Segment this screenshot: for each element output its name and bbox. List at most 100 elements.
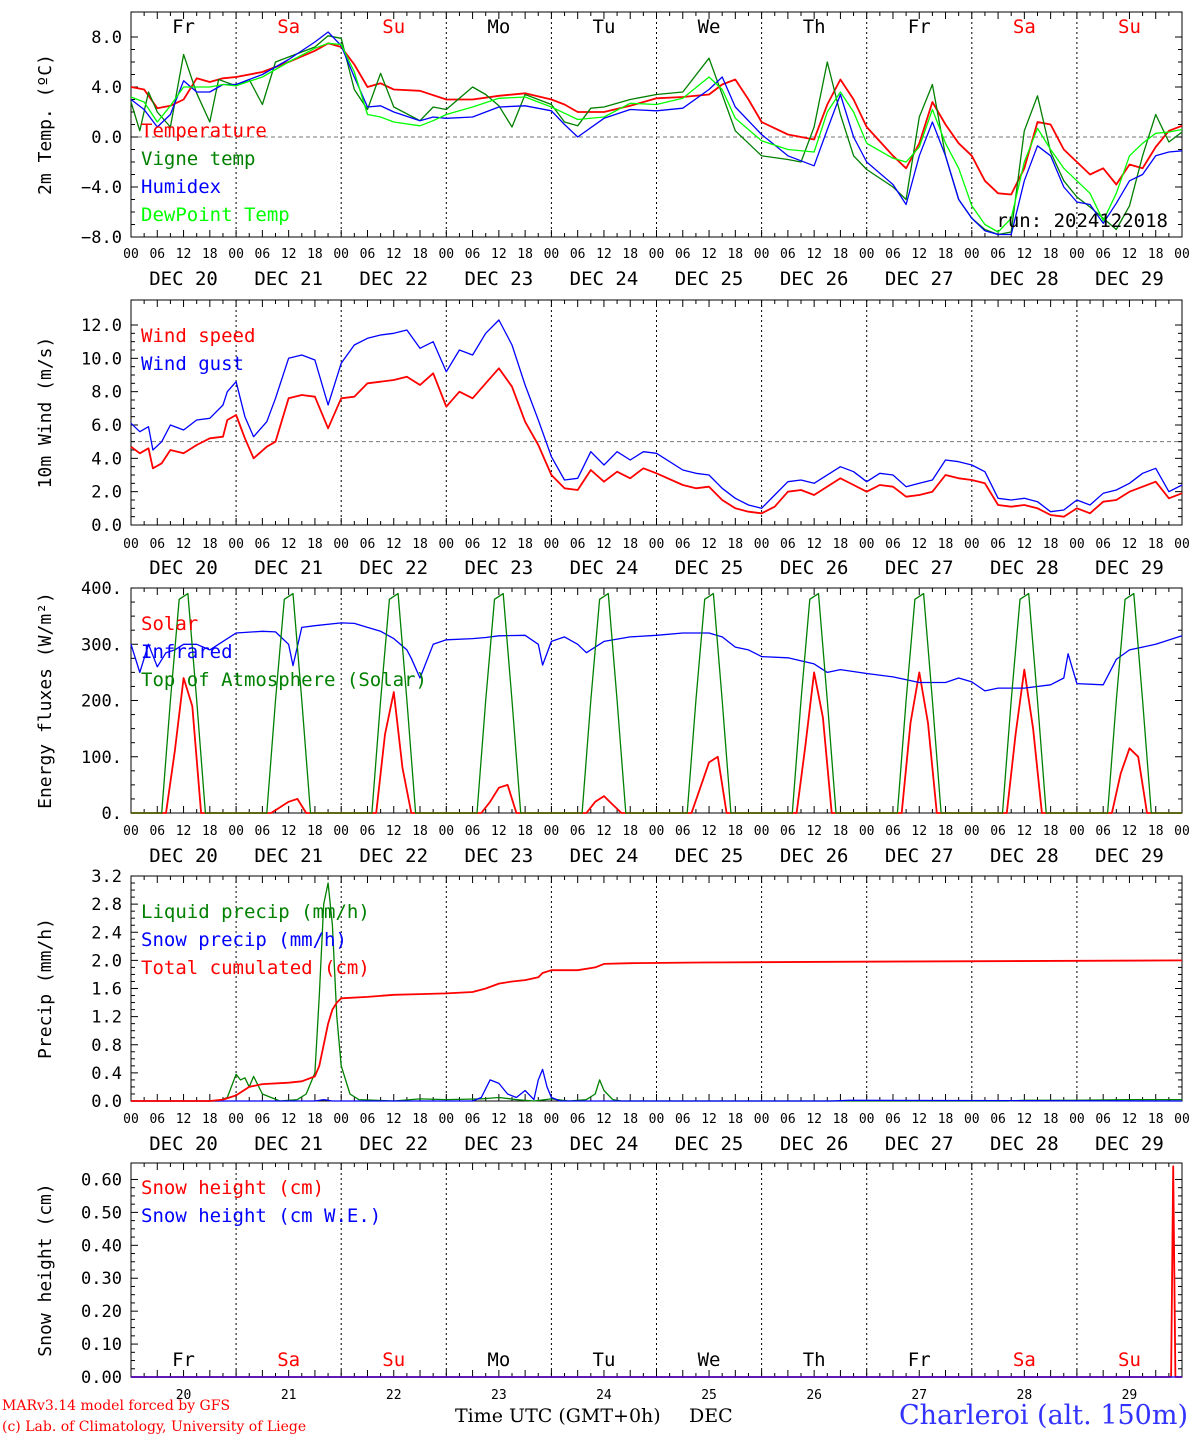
chart-panel-1: −8.0 −4.0 0.0 4.0 8.0 2m Temp. (ºC) Temperatur… [35, 11, 1190, 290]
hour-tick-label: 18 [1148, 1112, 1164, 1127]
day-number-label: 21 [281, 1388, 297, 1403]
hour-tick-label: 06 [570, 537, 586, 552]
hour-tick-label: 06 [360, 1112, 376, 1127]
hour-tick-label: 00 [228, 537, 244, 552]
hour-tick-label: 00 [438, 824, 454, 839]
weekday-label: Fr [172, 1349, 195, 1371]
date-label: DEC 20 [149, 845, 218, 867]
legend-entry: Vigne temp [141, 148, 255, 170]
date-label: DEC 23 [465, 268, 534, 290]
y-tick-label: 0.8 [91, 1036, 122, 1056]
chart-panel-2: 0.0 2.0 4.0 6.0 8.0 10.0 12.0 10m Wind (m/s) Win… [35, 299, 1190, 579]
hour-tick-label: 06 [149, 824, 165, 839]
hour-tick-label: 12 [386, 537, 402, 552]
hour-tick-label: 06 [675, 824, 691, 839]
hour-tick-label: 06 [885, 537, 901, 552]
weekday-label: Su [1118, 16, 1141, 38]
hour-tick-label: 18 [1043, 824, 1059, 839]
hour-tick-label: 06 [990, 247, 1006, 262]
hour-tick-label: 12 [491, 247, 507, 262]
hour-tick-label: 06 [570, 247, 586, 262]
date-label: DEC 28 [990, 845, 1059, 867]
hour-tick-label: 18 [307, 1112, 323, 1127]
y-tick-label: 1.2 [91, 1008, 122, 1028]
hour-tick-label: 18 [307, 247, 323, 262]
hour-tick-label: 06 [465, 247, 481, 262]
day-number-label: 20 [176, 1388, 192, 1403]
series-line-wind-speed [130, 367, 1183, 518]
chart-panel-3: 0. 100. 200. 300. 400. Energy fluxes (W/m²) So… [35, 579, 1190, 867]
hour-tick-label: 06 [149, 1112, 165, 1127]
y-tick-label: 12.0 [81, 316, 122, 336]
hour-tick-label: 18 [1148, 247, 1164, 262]
date-label: DEC 25 [675, 557, 744, 579]
weekday-label: Sa [1013, 1349, 1036, 1371]
hour-tick-label: 18 [307, 824, 323, 839]
y-tick-label: 0.0 [91, 128, 122, 148]
y-axis-label: 2m Temp. (ºC) [35, 54, 56, 195]
weekday-label: Mo [487, 16, 510, 38]
weekday-label: Tu [593, 1349, 616, 1371]
hour-tick-label: 00 [544, 247, 560, 262]
legend-entry: Snow precip (mm/h) [141, 929, 347, 951]
hour-tick-label: 18 [1148, 537, 1164, 552]
hour-tick-label: 00 [649, 1112, 665, 1127]
hour-tick-label: 18 [727, 824, 743, 839]
hour-tick-label: 12 [911, 537, 927, 552]
hour-tick-label: 12 [491, 1112, 507, 1127]
date-label: DEC 25 [675, 1133, 744, 1155]
legend-entry: Snow height (cm) [141, 1177, 324, 1199]
chart-panel-5: 0.00 0.10 0.20 0.30 0.40 0.50 0.60 Snow height … [35, 1162, 1183, 1403]
weekday-label: Su [1118, 1349, 1141, 1371]
hour-tick-label: 18 [727, 1112, 743, 1127]
y-tick-label: −4.0 [81, 178, 122, 198]
y-tick-label: 6.0 [91, 416, 122, 436]
hour-tick-label: 00 [964, 824, 980, 839]
date-label: DEC 20 [149, 557, 218, 579]
legend-entry: Liquid precip (mm/h) [141, 901, 370, 923]
weekday-label: Tu [593, 16, 616, 38]
hour-tick-label: 00 [859, 247, 875, 262]
hour-tick-label: 06 [675, 537, 691, 552]
date-label: DEC 28 [990, 268, 1059, 290]
date-label: DEC 24 [570, 1133, 639, 1155]
hour-tick-label: 00 [333, 247, 349, 262]
hour-tick-label: 06 [885, 824, 901, 839]
date-label: DEC 22 [359, 268, 428, 290]
hour-tick-label: 18 [833, 537, 849, 552]
legend-entry: Solar [141, 613, 198, 635]
hour-tick-label: 18 [412, 537, 428, 552]
hour-tick-label: 06 [149, 537, 165, 552]
hour-tick-label: 06 [570, 1112, 586, 1127]
hour-tick-label: 18 [412, 824, 428, 839]
hour-tick-label: 18 [1043, 1112, 1059, 1127]
weekday-label: We [698, 16, 721, 38]
chart-panel-4: 0.0 0.4 0.8 1.2 1.6 2.0 2.4 2.8 3.2 Precip (mm/h)… [35, 867, 1190, 1155]
x-axis-title: Time UTC (GMT+0h) [455, 1405, 661, 1427]
series-line-wind-gust [130, 319, 1183, 513]
hour-tick-label: 12 [1122, 824, 1138, 839]
legend-entry: Wind gust [141, 353, 244, 375]
hour-tick-label: 06 [255, 537, 271, 552]
hour-tick-label: 06 [465, 1112, 481, 1127]
date-label: DEC 28 [990, 557, 1059, 579]
hour-tick-label: 18 [202, 824, 218, 839]
series-line-total-cumulated-cm [131, 959, 1183, 1102]
date-label: DEC 23 [465, 845, 534, 867]
hour-tick-label: 00 [1174, 537, 1190, 552]
date-label: DEC 21 [254, 268, 323, 290]
y-tick-label: 0.10 [81, 1335, 122, 1355]
y-tick-label: 0.00 [81, 1368, 122, 1388]
hour-tick-label: 00 [438, 1112, 454, 1127]
hour-tick-label: 06 [990, 824, 1006, 839]
hour-tick-label: 00 [649, 824, 665, 839]
date-label: DEC 28 [990, 1133, 1059, 1155]
hour-tick-label: 00 [544, 1112, 560, 1127]
hour-tick-label: 00 [228, 824, 244, 839]
hour-tick-label: 12 [1017, 1112, 1033, 1127]
hour-tick-label: 06 [570, 824, 586, 839]
hour-tick-label: 18 [727, 247, 743, 262]
hour-tick-label: 18 [622, 537, 638, 552]
x-axis-month: DEC [689, 1405, 733, 1427]
